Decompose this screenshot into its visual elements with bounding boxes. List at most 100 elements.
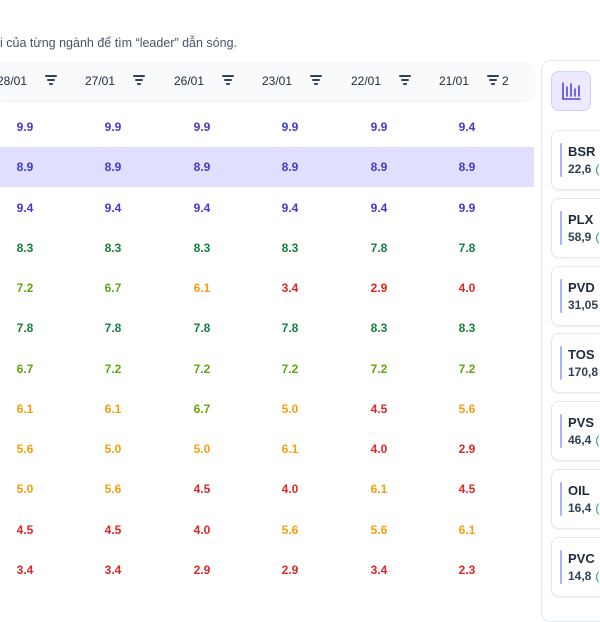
score-cell: 9.9	[370, 120, 388, 134]
stock-price: 46,4	[568, 433, 592, 448]
stock-price-line: 22,6(	[568, 162, 599, 176]
score-cell: 5.6	[16, 442, 34, 456]
stock-card[interactable]: BSR 22,6(	[551, 130, 600, 190]
score-cell: 8.9	[16, 160, 34, 175]
score-cell: 9.9	[458, 200, 476, 215]
table-row[interactable]: 8.3 8.3 8.3 8.3 7.8 7.8	[0, 228, 534, 268]
score-cell: 8.9	[458, 160, 476, 175]
score-cell: 3.4	[370, 562, 388, 577]
score-cell: 7.2	[370, 361, 388, 376]
page-description: i của từng ngành để tìm “leader” dẫn són…	[0, 36, 237, 50]
score-cell: 7.8	[104, 321, 122, 336]
accent-bar	[560, 278, 562, 313]
table-row[interactable]: 8.9 8.9 8.9 8.9 8.9 8.9	[0, 147, 534, 188]
column-date-label: 23/01	[262, 74, 293, 88]
score-cell: 5.6	[370, 522, 388, 537]
score-cell: 3.4	[104, 562, 122, 577]
score-cell: 4.5	[458, 482, 476, 497]
score-cell: 8.3	[281, 240, 299, 255]
stock-card[interactable]: PLX 58,9(	[551, 197, 600, 258]
table-row[interactable]: 9.9 9.9 9.9 9.9 9.9 9.4	[0, 107, 534, 147]
score-cell: 7.2	[281, 361, 299, 376]
score-cell: 8.3	[458, 321, 476, 336]
score-cell: 9.4	[370, 200, 388, 215]
score-cell: 8.9	[193, 160, 211, 175]
stock-ticker: BSR	[568, 144, 596, 159]
accent-bar	[560, 549, 562, 584]
table-row[interactable]: 6.7 7.2 7.2 7.2 7.2 7.2	[0, 349, 534, 389]
stock-change: (	[595, 433, 600, 448]
bar-chart-icon	[562, 82, 581, 100]
score-cell: 8.3	[104, 240, 122, 255]
score-cell: 9.9	[16, 120, 34, 134]
stock-card[interactable]: OIL 16,4(	[551, 469, 600, 529]
table-row[interactable]: 5.6 5.0 5.0 6.1 4.0 2.9	[0, 429, 534, 469]
score-cell: 3.4	[16, 562, 34, 577]
stock-price-line: 14,8(	[568, 569, 599, 583]
score-cell: 6.1	[281, 442, 299, 456]
column-date-label: 22/01	[351, 74, 382, 88]
stock-price: 16,4	[568, 501, 592, 515]
score-cell: 7.8	[193, 321, 211, 336]
score-cell: 4.0	[370, 442, 388, 456]
table-row[interactable]: 5.0 5.6 4.5 4.0 6.1 4.5	[0, 469, 534, 509]
score-cell: 5.0	[16, 482, 34, 497]
stock-change: (	[595, 162, 600, 176]
stock-price: 31,05	[568, 297, 599, 312]
score-cell: 4.5	[104, 522, 122, 537]
column-date-label: 27/01	[85, 74, 116, 88]
filter-icon[interactable]	[133, 75, 145, 85]
filter-icon[interactable]	[487, 75, 499, 85]
score-cell: 7.8	[281, 321, 299, 336]
table-row[interactable]: 4.5 4.5 4.0 5.6 5.6 6.1	[0, 510, 534, 550]
score-cell: 4.0	[281, 482, 299, 497]
stock-price-line: 58,9(	[568, 230, 599, 244]
table-row[interactable]: 3.4 3.4 2.9 2.9 3.4 2.3	[0, 550, 534, 590]
score-cell: 5.0	[281, 401, 299, 416]
filter-icon[interactable]	[45, 75, 57, 85]
score-cell: 4.0	[193, 522, 211, 537]
filter-icon[interactable]	[222, 75, 234, 85]
stock-card[interactable]: TOS 170,8	[551, 333, 600, 394]
score-cell: 6.7	[193, 401, 211, 416]
score-cell: 5.6	[458, 401, 476, 416]
score-cell: 6.1	[458, 522, 476, 537]
table-row[interactable]: 7.8 7.8 7.8 7.8 8.3 8.3	[0, 308, 534, 348]
filter-icon[interactable]	[399, 75, 411, 85]
stock-card[interactable]: PVS 46,4(	[551, 401, 600, 462]
score-cell: 2.3	[458, 562, 476, 577]
table-row[interactable]: 7.2 6.7 6.1 3.4 2.9 4.0	[0, 268, 534, 308]
stock-ticker: PVC	[568, 550, 595, 566]
table-header: 28/01 27/01 26/01 23/01 22/01 21/01 2	[0, 62, 534, 100]
chart-toggle-button[interactable]	[551, 71, 591, 111]
table-row[interactable]: 6.1 6.1 6.7 5.0 4.5 5.6	[0, 389, 534, 429]
score-cell: 6.1	[370, 482, 388, 497]
stock-price-line: 16,4(	[568, 501, 599, 515]
stock-card[interactable]: PVD 31,05	[551, 265, 600, 326]
stock-price: 14,8	[568, 568, 592, 583]
score-cell: 8.9	[370, 160, 388, 175]
accent-bar	[560, 414, 562, 449]
score-cell: 7.2	[458, 361, 476, 376]
table-row[interactable]: 9.4 9.4 9.4 9.4 9.4 9.9	[0, 188, 534, 228]
score-cell: 7.8	[370, 240, 388, 255]
score-cell: 7.8	[458, 240, 476, 255]
score-cell: 9.4	[104, 200, 122, 215]
stock-card[interactable]: PVC 14,8(	[551, 536, 600, 597]
score-cell: 8.9	[281, 160, 299, 175]
score-cell: 6.1	[193, 281, 211, 295]
score-cell: 9.4	[281, 200, 299, 215]
stock-ticker: TOS	[568, 347, 595, 363]
stock-ticker: OIL	[568, 483, 590, 498]
column-date-label: 2	[502, 74, 509, 88]
score-cell: 2.9	[193, 562, 211, 577]
score-cell: 4.0	[458, 281, 476, 295]
column-date-label: 28/01	[0, 74, 28, 88]
score-cell: 9.9	[104, 120, 122, 134]
score-cell: 2.9	[281, 562, 299, 577]
filter-icon[interactable]	[310, 75, 322, 85]
accent-bar	[560, 210, 562, 245]
score-cell: 6.7	[16, 361, 34, 376]
stock-price: 58,9	[568, 229, 592, 244]
stock-change: (	[595, 568, 600, 583]
